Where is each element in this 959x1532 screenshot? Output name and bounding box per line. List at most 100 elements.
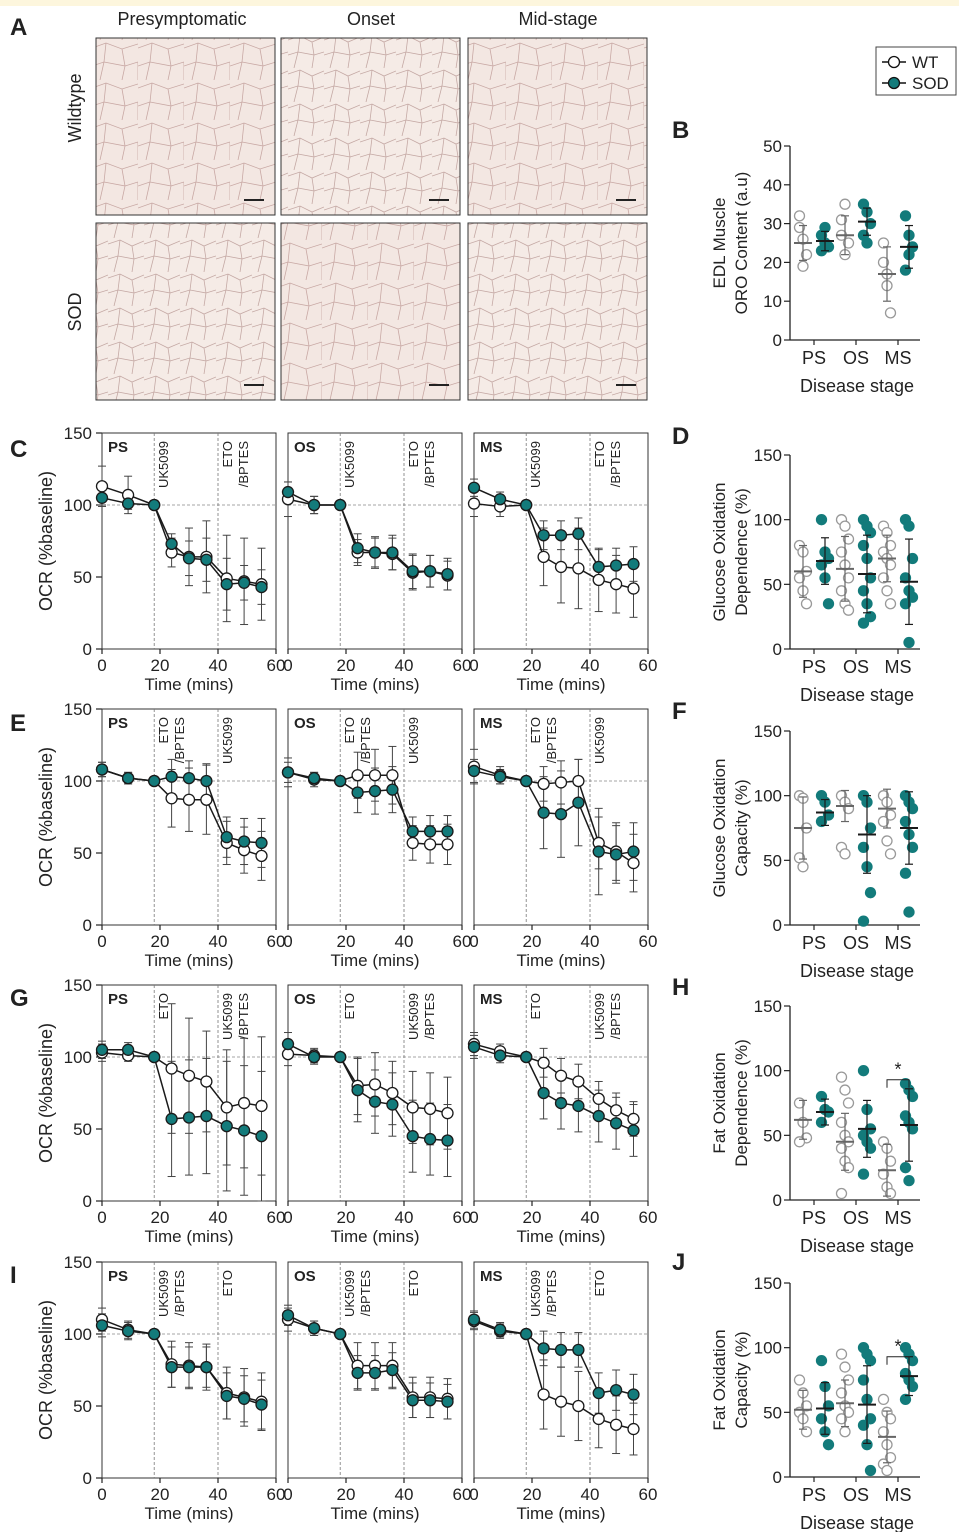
wt-data-point: [572, 1075, 585, 1088]
sod-data-point: [467, 764, 481, 778]
injection-label: UK5099: [156, 1270, 171, 1317]
sod-data-point: [237, 835, 251, 848]
injection-label: UK5099: [342, 1270, 357, 1317]
x-tick-label: 40: [395, 1208, 414, 1227]
wt-data-point: [609, 1418, 623, 1431]
wt-data-point: [220, 1101, 233, 1114]
sod-data-point: [609, 848, 623, 861]
sod-data-point: [255, 1130, 268, 1143]
wt-dot: [839, 520, 851, 532]
x-tick-label: 60: [453, 1208, 472, 1227]
histology-row-label: Wildtype: [65, 73, 85, 142]
wt-dot: [881, 585, 893, 597]
sod-dot: [864, 822, 877, 834]
plot-frame: [287, 708, 463, 926]
sod-dot: [857, 1065, 870, 1077]
y-axis-label: EDL Muscle: [710, 197, 729, 288]
sod-data-point: [220, 1119, 233, 1133]
y-tick-label: 50: [73, 844, 92, 863]
y-tick-label: 100: [754, 1339, 782, 1358]
sod-data-point: [281, 766, 295, 779]
sod-dot: [822, 1439, 835, 1451]
injection-label: ETO: [528, 717, 543, 744]
injection-label: ETO: [342, 717, 357, 744]
sod-data-point: [493, 1049, 507, 1062]
plot-frame: [287, 984, 463, 1202]
y-tick-label: 0: [773, 916, 782, 935]
wt-dot: [884, 1155, 897, 1167]
x-tick-label: 60: [639, 656, 658, 675]
sod-data-point: [95, 1043, 109, 1056]
subplot-ms: UK5099 ETO/BPTES MS 0 20 40 60 Time (mins): [467, 432, 658, 694]
x-axis-label: Disease stage: [800, 1236, 914, 1256]
panel-letter: J: [672, 1249, 685, 1276]
x-axis-label: Disease stage: [800, 685, 914, 705]
y-axis-label: Glucose Oxidation: [710, 759, 729, 898]
sod-data-point: [592, 845, 605, 858]
wt-data-point: [554, 776, 568, 789]
subplot-ms: ETO UK5099/BPTES MS 0 20 40 60 Time (mins): [467, 984, 657, 1246]
sod-dot: [864, 572, 877, 584]
x-tick-label: OS: [843, 1485, 869, 1505]
wt-data-point: [255, 1099, 268, 1113]
histology-image: [467, 222, 648, 401]
sod-dot: [899, 1393, 912, 1406]
sod-data-point: [121, 497, 135, 510]
sod-dot: [899, 210, 912, 222]
subplot-label: OS: [294, 715, 316, 732]
x-tick-label: 60: [267, 1208, 286, 1227]
histology-image-fill: [467, 222, 648, 401]
histology-column-label: Presymptomatic: [117, 9, 246, 29]
wt-dot: [839, 1084, 851, 1096]
sod-dot: [864, 1464, 877, 1477]
subplot-label: OS: [294, 991, 316, 1008]
wt-dot: [884, 809, 897, 821]
sod-dot: [906, 1354, 919, 1367]
wt-dot: [884, 598, 897, 610]
wt-data-point: [627, 582, 640, 595]
x-tick-label: 60: [453, 656, 472, 675]
histology-image-fill: [280, 222, 461, 401]
injection-label: ETO: [406, 441, 421, 468]
x-tick-label: 40: [581, 1485, 600, 1504]
subplot-label: MS: [480, 439, 503, 456]
x-tick-label: MS: [885, 1208, 912, 1228]
panel-letter: B: [672, 117, 689, 144]
x-tick-label: 20: [523, 656, 542, 675]
wt-dot: [877, 1168, 890, 1180]
dot-plot-h: H 0 50 100 150 Fat Oxidation Dependence (%) PS O…: [672, 974, 920, 1256]
sod-data-point: [386, 1098, 399, 1111]
y-axis-label: Fat Oxidation: [710, 1052, 729, 1153]
subplot-label: OS: [294, 439, 316, 456]
wt-data-point: [537, 550, 550, 563]
y-tick-label: 0: [773, 1191, 782, 1210]
sod-data-point: [237, 576, 251, 589]
sod-data-point: [572, 1343, 585, 1356]
subplot-os: ETO UK5099/BPTES OS 0 20 40 60 Time (mins): [281, 984, 472, 1246]
sod-data-point: [200, 553, 213, 566]
sod-dot: [899, 867, 912, 879]
sod-dot: [822, 598, 835, 610]
x-tick-label: 20: [523, 1208, 542, 1227]
injection-label: /BPTES: [608, 441, 623, 488]
sod-data-point: [609, 1384, 623, 1397]
sod-data-point: [307, 1322, 321, 1335]
x-tick-label: 60: [267, 656, 286, 675]
sod-dot: [815, 514, 828, 526]
sod-data-point: [627, 845, 640, 858]
injection-label: UK5099: [592, 993, 607, 1040]
x-tick-label: 40: [209, 1208, 228, 1227]
sod-data-point: [441, 825, 454, 838]
x-tick-label: PS: [802, 657, 826, 677]
histology-image: [95, 222, 276, 401]
y-tick-label: 50: [73, 568, 92, 587]
sod-dot: [906, 802, 919, 815]
plot-frame: [101, 1261, 277, 1479]
legend-wt-label: WT: [912, 53, 938, 72]
sod-data-point: [520, 1327, 533, 1341]
histology-image: [280, 37, 461, 216]
histology-image: [467, 37, 648, 216]
x-tick-label: 20: [523, 932, 542, 951]
sod-data-point: [182, 1111, 196, 1124]
